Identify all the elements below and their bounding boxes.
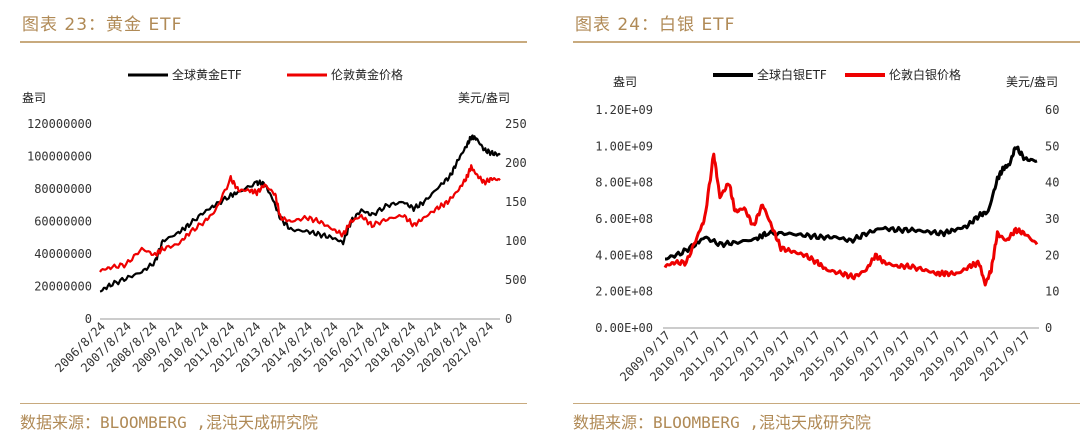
- silver-etf-chart: 全球白银ETF 伦敦白银价格 盎司 美元/盎司 0.00E+00 2.00E+08…: [595, 67, 1059, 384]
- y-axis-right-ticks: 0 500 1000 1500 2000 2500: [505, 117, 527, 326]
- y-axis-left-label: 盎司: [22, 91, 46, 105]
- series-line-etf: [665, 145, 1038, 261]
- y-axis-left-ticks: 0.00E+00 2.00E+08 4.00E+08 6.00E+08 8.00E+08…: [595, 103, 653, 335]
- series-line-price: [663, 152, 1039, 287]
- bottom-rule: [20, 403, 527, 404]
- chart-title: 图表 23：黄金 ETF: [22, 15, 183, 35]
- y-left-tick-label: 4.00E+08: [595, 248, 653, 262]
- y-axis-left-label: 盎司: [613, 75, 637, 89]
- legend-label-gold-etf: 全球黄金ETF: [172, 67, 242, 82]
- y-right-tick-label: 1500: [505, 195, 527, 209]
- x-axis-ticks: 2009/9/172010/9/172011/9/172012/9/172013…: [617, 328, 1033, 384]
- y-left-tick-label: 60000000: [34, 215, 92, 229]
- source-note: 数据来源：BLOOMBERG ,混沌天成研究院: [20, 413, 318, 432]
- y-right-tick-label: 0: [505, 312, 512, 326]
- y-left-tick-label: 0.00E+00: [595, 321, 653, 335]
- gold-etf-chart: 全球黄金ETF 伦敦黄金价格 盎司 美元/盎司 0 20000000 4000000…: [22, 67, 527, 375]
- source-note: 数据来源：BLOOMBERG ,混沌天成研究院: [573, 413, 871, 432]
- legend: 全球黄金ETF 伦敦黄金价格: [128, 67, 403, 82]
- y-left-tick-label: 0: [85, 312, 92, 326]
- y-axis-right-label: 美元/盎司: [1006, 75, 1058, 89]
- legend-label-silver-etf: 全球白银ETF: [757, 67, 827, 82]
- legend: 全球白银ETF 伦敦白银价格: [713, 67, 961, 82]
- y-right-tick-label: 40: [1045, 176, 1059, 190]
- y-axis-left-ticks: 0 20000000 40000000 60000000 80000000 1000000…: [27, 117, 92, 326]
- y-left-tick-label: 100000000: [27, 150, 92, 164]
- y-right-tick-label: 30: [1045, 212, 1059, 226]
- y-axis-right-ticks: 0 10 20 30 40 50 60: [1045, 103, 1059, 335]
- bottom-rule: [573, 403, 1080, 404]
- legend-label-gold-price: 伦敦黄金价格: [331, 67, 403, 82]
- y-axis-right-label: 美元/盎司: [458, 91, 510, 105]
- y-left-tick-label: 80000000: [34, 182, 92, 196]
- y-left-tick-label: 8.00E+08: [595, 176, 653, 190]
- legend-label-silver-price: 伦敦白银价格: [889, 67, 961, 82]
- y-right-tick-label: 20: [1045, 248, 1059, 262]
- y-left-tick-label: 6.00E+08: [595, 212, 653, 226]
- title-rule: [573, 41, 1080, 43]
- y-left-tick-label: 40000000: [34, 247, 92, 261]
- y-right-tick-label: 1000: [505, 234, 527, 248]
- y-right-tick-label: 2000: [505, 156, 527, 170]
- y-left-tick-label: 120000000: [27, 117, 92, 131]
- y-left-tick-label: 2.00E+08: [595, 285, 653, 299]
- y-right-tick-label: 60: [1045, 103, 1059, 117]
- silver-etf-panel: 图表 24：白银 ETF 全球白银ETF 伦敦白银价格 盎司 美元/盎司 0.0…: [553, 0, 1080, 439]
- chart-title: 图表 24：白银 ETF: [575, 15, 736, 35]
- x-axis-ticks: 2006/8/242007/8/242008/8/242009/8/242010…: [52, 319, 496, 375]
- gold-etf-panel: 图表 23：黄金 ETF 全球黄金ETF 伦敦黄金价格 盎司 美元/盎司 0 20…: [0, 0, 527, 439]
- series-line-etf: [99, 134, 501, 293]
- y-right-tick-label: 0: [1045, 321, 1052, 335]
- series-line-price: [99, 164, 501, 273]
- series-lines: [99, 134, 501, 293]
- y-right-tick-label: 50: [1045, 139, 1059, 153]
- y-right-tick-label: 500: [505, 273, 527, 287]
- y-right-tick-label: 2500: [505, 117, 527, 131]
- y-left-tick-label: 20000000: [34, 280, 92, 294]
- series-lines: [663, 145, 1039, 287]
- y-left-tick-label: 1.00E+09: [595, 139, 653, 153]
- title-rule: [20, 41, 527, 43]
- y-right-tick-label: 10: [1045, 285, 1059, 299]
- y-left-tick-label: 1.20E+09: [595, 103, 653, 117]
